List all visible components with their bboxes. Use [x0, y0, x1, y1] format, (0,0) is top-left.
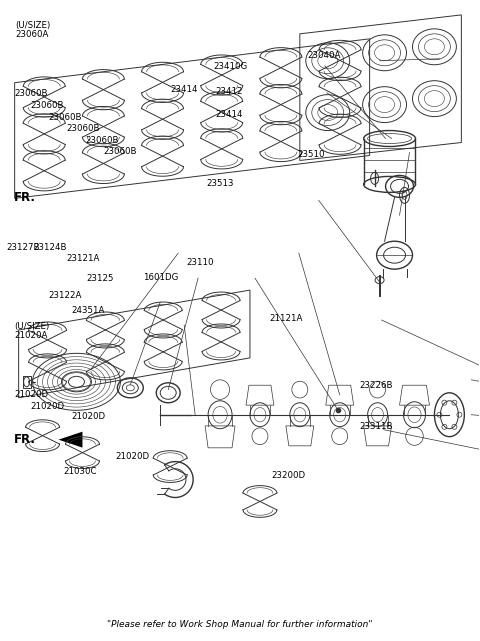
- Polygon shape: [59, 431, 83, 447]
- Text: 23311B: 23311B: [360, 422, 393, 431]
- Text: (U/SIZE): (U/SIZE): [14, 322, 49, 331]
- Text: FR.: FR.: [14, 190, 36, 204]
- Text: 23060B: 23060B: [30, 101, 64, 110]
- Text: 23410G: 23410G: [214, 62, 248, 71]
- Text: 21020A: 21020A: [14, 331, 48, 340]
- Text: "Please refer to Work Shop Manual for further information": "Please refer to Work Shop Manual for fu…: [107, 620, 373, 629]
- Text: 23200D: 23200D: [271, 470, 305, 479]
- Text: 23060B: 23060B: [85, 136, 119, 145]
- Text: 23110: 23110: [186, 258, 214, 267]
- Text: 23414: 23414: [215, 110, 242, 119]
- Text: (U/SIZE): (U/SIZE): [15, 21, 50, 29]
- Text: 23060B: 23060B: [103, 147, 137, 156]
- Text: 21020D: 21020D: [116, 452, 150, 461]
- Text: 23121A: 23121A: [67, 254, 100, 263]
- Text: 23060A: 23060A: [15, 29, 48, 38]
- Text: 21020D: 21020D: [14, 390, 48, 399]
- Text: 23040A: 23040A: [307, 51, 340, 60]
- Text: 23124B: 23124B: [33, 243, 67, 252]
- Text: 21020D: 21020D: [30, 402, 64, 411]
- Text: 21030C: 21030C: [63, 467, 96, 476]
- Text: FR.: FR.: [14, 433, 36, 446]
- Text: 23412: 23412: [215, 87, 242, 96]
- Text: 23060B: 23060B: [67, 124, 100, 133]
- Text: 23060B: 23060B: [14, 89, 48, 98]
- Text: 23513: 23513: [206, 179, 234, 188]
- Text: 23414: 23414: [170, 85, 198, 94]
- Text: 21121A: 21121A: [270, 314, 303, 323]
- Text: 21020D: 21020D: [72, 412, 106, 421]
- Text: 23060B: 23060B: [48, 113, 82, 122]
- Text: 1601DG: 1601DG: [144, 273, 179, 282]
- Text: 23127B: 23127B: [6, 243, 40, 252]
- Text: 23122A: 23122A: [48, 291, 82, 300]
- Text: 23125: 23125: [86, 274, 113, 283]
- Text: 23226B: 23226B: [360, 381, 393, 390]
- Text: 23510: 23510: [298, 150, 325, 159]
- Text: 24351A: 24351A: [72, 306, 105, 315]
